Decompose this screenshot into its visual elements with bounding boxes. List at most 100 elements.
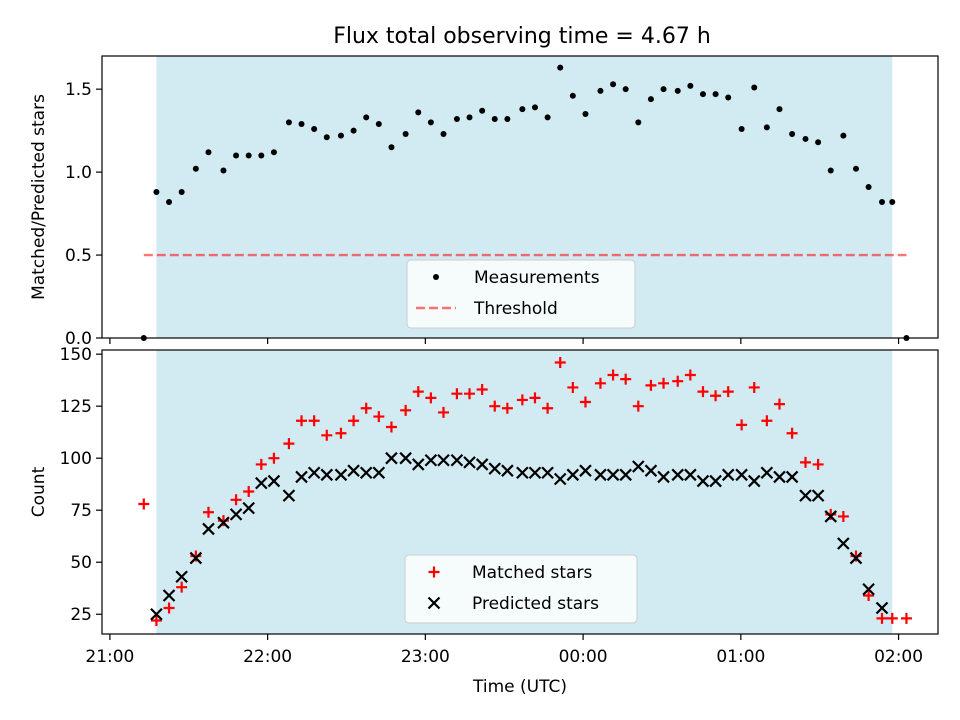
predicted-star-point <box>242 501 255 515</box>
measurement-point <box>763 124 770 131</box>
y-tick-label: 125 <box>60 397 92 417</box>
predicted-star-point <box>282 489 296 502</box>
predicted-star-point <box>189 551 203 565</box>
measurement-point <box>789 130 796 137</box>
measurement-point <box>889 198 896 205</box>
matched-star-point <box>501 402 513 414</box>
matched-star-point <box>373 411 385 423</box>
x-tick-label: 00:00 <box>559 647 608 667</box>
matched-star-point <box>529 392 541 404</box>
matched-star-point <box>243 485 255 497</box>
predicted-star-point <box>501 464 514 477</box>
predicted-star-point <box>619 468 632 482</box>
matched-star-point <box>202 506 214 518</box>
predicted-star-point <box>684 468 697 482</box>
measurement-point <box>258 152 265 159</box>
measurement-point <box>402 130 409 137</box>
predicted-star-point <box>632 460 645 473</box>
predicted-star-point <box>202 522 215 536</box>
measurement-point <box>531 104 538 111</box>
matched-star-point <box>308 415 320 427</box>
predicted-star-point <box>475 458 489 471</box>
matched-star-point <box>812 458 824 470</box>
predicted-star-point <box>463 456 476 469</box>
predicted-star-point <box>399 451 412 465</box>
x-tick-label: 23:00 <box>401 647 450 667</box>
y-tick-label: 1.0 <box>65 163 92 183</box>
matched-star-point <box>348 415 360 427</box>
predicted-star-point <box>671 468 685 482</box>
measurement-point <box>323 134 330 141</box>
predicted-star-point <box>566 468 580 482</box>
predicted-star-point <box>875 601 889 615</box>
measurement-point <box>375 121 382 128</box>
axes-frame <box>101 55 939 339</box>
y-tick-label: 0.5 <box>65 246 92 266</box>
measurement-point <box>311 125 318 132</box>
matched-star-point <box>360 402 372 414</box>
matched-star-point <box>150 614 162 626</box>
matched-star-point <box>516 394 528 406</box>
predicted-star-point <box>785 470 799 484</box>
measurement-point <box>491 116 498 123</box>
matched-star-point <box>607 369 619 381</box>
measurement-point <box>660 86 667 93</box>
y-tick-label: 25 <box>70 605 92 625</box>
measurement-point <box>751 84 758 91</box>
predicted-star-point <box>644 464 658 477</box>
measurement-point <box>699 91 706 98</box>
matched-star-point <box>761 415 773 427</box>
matched-star-point <box>476 384 488 396</box>
measurement-point <box>865 184 872 191</box>
measurement-point <box>582 111 589 118</box>
matched-star-point <box>837 510 849 522</box>
matched-star-point <box>773 398 785 410</box>
predicted-star-point <box>372 466 386 480</box>
measurement-point <box>557 64 564 71</box>
measurement-point <box>712 91 719 98</box>
predicted-star-point <box>385 451 398 465</box>
matched-star-point <box>886 612 898 624</box>
y-tick-label: 0.0 <box>65 329 92 349</box>
matched-star-point <box>335 427 347 439</box>
measurement-point <box>852 165 859 172</box>
y-axis-label: Count <box>29 466 49 517</box>
legend-label: Measurements <box>474 268 600 288</box>
matched-star-point <box>900 612 912 624</box>
legend: Measurements Threshold <box>406 259 636 329</box>
measurement-point <box>427 119 434 126</box>
x-tick-label: 21:00 <box>85 647 134 667</box>
predicted-star-point <box>334 468 348 482</box>
measurement-point <box>879 198 886 205</box>
y-tick-label: 150 <box>60 345 92 365</box>
axes-frame <box>101 349 939 635</box>
predicted-star-point <box>657 470 670 484</box>
x-tick-label: 22:00 <box>243 647 292 667</box>
predicted-star-point <box>295 470 308 484</box>
matched-star-point <box>620 373 632 385</box>
matched-star-point <box>748 381 760 393</box>
matched-star-point <box>464 388 476 400</box>
matched-star-point <box>489 400 501 412</box>
y-tick-label: 100 <box>60 449 92 469</box>
predicted-star-point <box>162 589 176 602</box>
predicted-star-point <box>424 453 438 467</box>
matched-star-point <box>283 438 295 450</box>
matched-star-point <box>850 550 862 562</box>
measurement-point <box>453 116 460 123</box>
predicted-star-point <box>747 474 761 488</box>
predicted-star-point <box>217 516 230 529</box>
legend-label: Threshold <box>473 299 558 319</box>
matched-star-point <box>697 386 709 398</box>
legend-predicted-marker <box>427 596 441 610</box>
matched-star-point <box>230 494 242 506</box>
measurement-point <box>802 135 809 142</box>
measurement-point <box>610 81 617 88</box>
matched-star-point <box>542 402 554 414</box>
measurement-point <box>415 109 422 116</box>
matched-star-point <box>217 515 229 527</box>
matched-star-point <box>594 377 606 389</box>
y-tick-label: 50 <box>70 553 92 573</box>
measurement-point <box>178 189 185 196</box>
measurement-point <box>205 149 212 156</box>
